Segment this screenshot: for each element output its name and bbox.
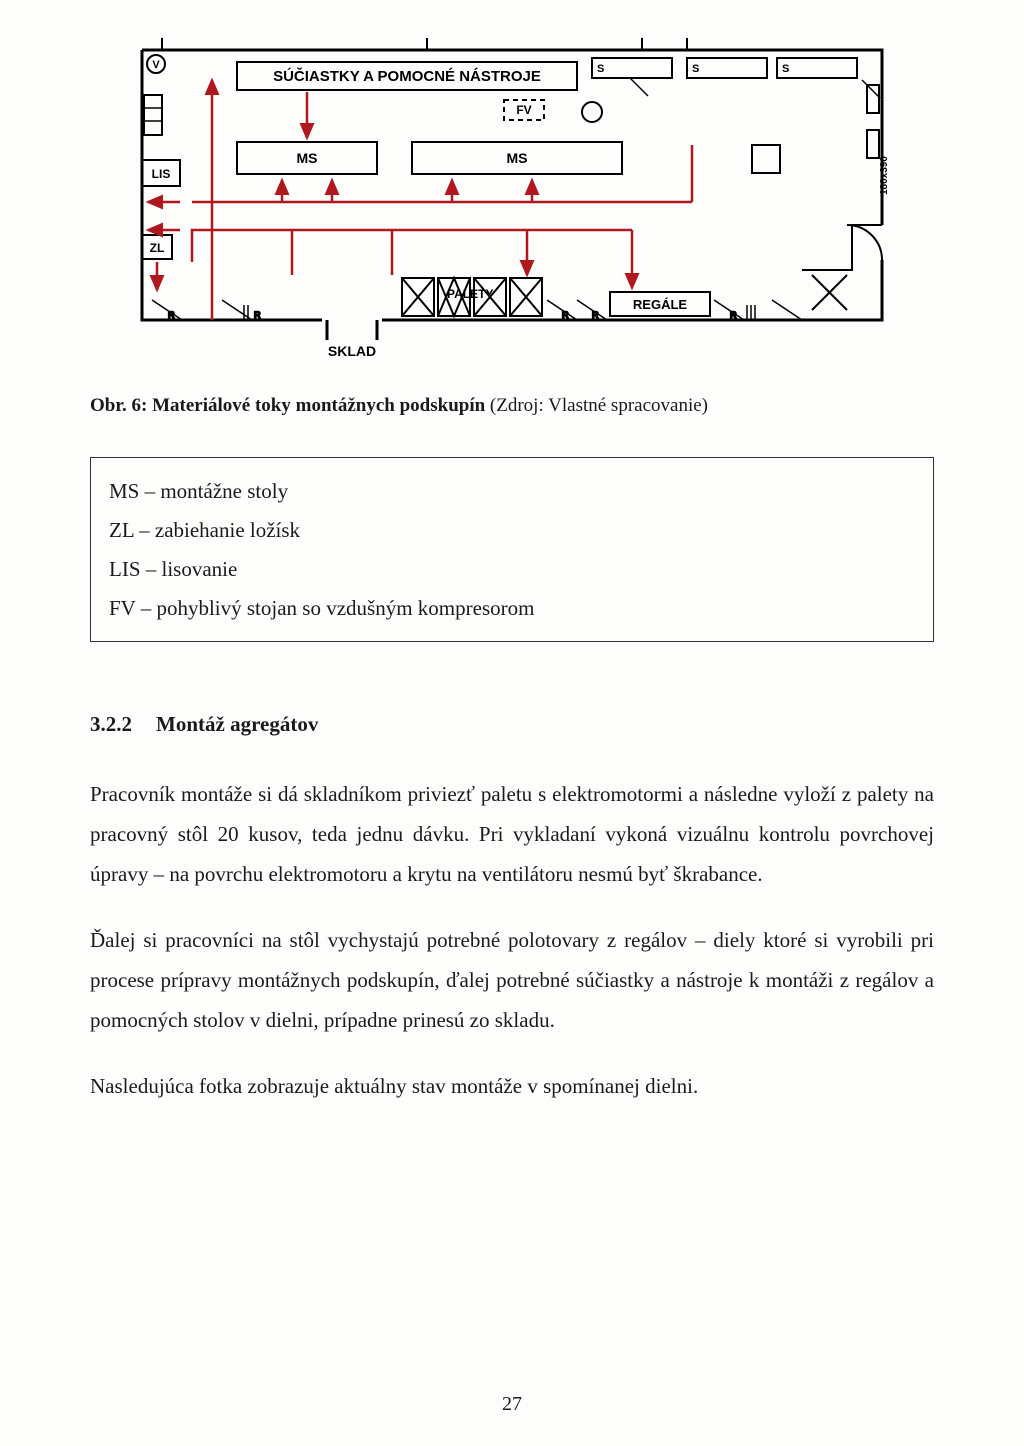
svg-text:R: R: [168, 310, 175, 320]
svg-text:S: S: [782, 63, 789, 75]
legend-line-fv: FV – pohyblivý stojan so vzdušným kompre…: [109, 589, 915, 628]
figure-caption: Obr. 6: Materiálové toky montážnych pods…: [90, 395, 934, 417]
paragraph-1: Pracovník montáže si dá skladníkom privi…: [90, 775, 934, 895]
section-title: Montáž agregátov: [156, 712, 318, 736]
floorplan-diagram: SÚČIASTKY A POMOCNÉ NÁSTROJE S S S V FV …: [132, 30, 892, 365]
page-number: 27: [0, 1393, 1024, 1416]
svg-text:R: R: [562, 310, 569, 320]
legend-line-zl: ZL – zabiehanie ložísk: [109, 511, 915, 550]
svg-text:V: V: [152, 59, 160, 71]
legend-box: MS – montážne stoly ZL – zabiehanie loží…: [90, 457, 934, 642]
diagram-title-label: SÚČIASTKY A POMOCNÉ NÁSTROJE: [273, 67, 541, 85]
svg-text:S: S: [597, 63, 604, 75]
ms-label-1: MS: [297, 150, 318, 166]
section-number: 3.2.2: [90, 712, 132, 736]
legend-line-ms: MS – montážne stoly: [109, 472, 915, 511]
fv-label: FV: [516, 103, 531, 117]
paragraph-3: Nasledujúca fotka zobrazuje aktuálny sta…: [90, 1067, 934, 1107]
paragraph-2: Ďalej si pracovníci na stôl vychystajú p…: [90, 921, 934, 1041]
palety-label: PALETY: [447, 287, 493, 301]
svg-text:R: R: [730, 310, 737, 320]
regale-label: REGÁLE: [633, 297, 688, 312]
section-heading: 3.2.2 Montáž agregátov: [90, 712, 934, 737]
legend-line-lis: LIS – lisovanie: [109, 550, 915, 589]
svg-text:S: S: [692, 63, 699, 75]
ms-label-2: MS: [507, 150, 528, 166]
sklad-label: SKLAD: [328, 343, 376, 359]
zl-label: ZL: [150, 241, 165, 255]
caption-source: (Zdroj: Vlastné spracovanie): [485, 395, 708, 416]
svg-text:R: R: [254, 310, 261, 320]
lis-label: LIS: [152, 167, 171, 181]
svg-text:R: R: [592, 310, 599, 320]
caption-prefix: Obr. 6: Materiálové toky montážnych pods…: [90, 395, 485, 416]
svg-text:180x390: 180x390: [879, 156, 890, 195]
